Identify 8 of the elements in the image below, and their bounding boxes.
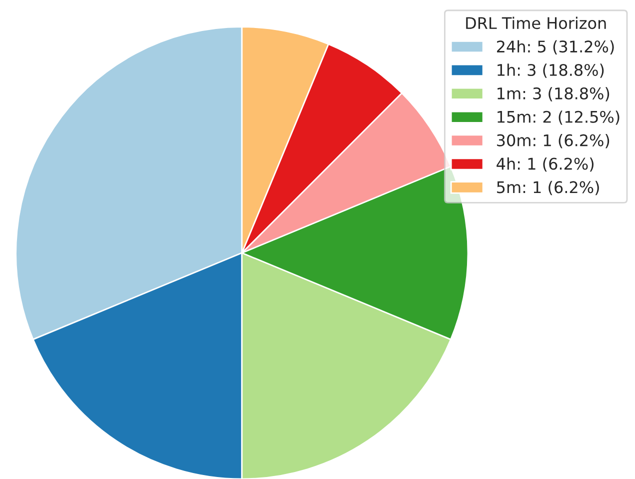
legend-label: 5m: 1 (6.2%) (497, 180, 599, 196)
legend-label: 4h: 1 (6.2%) (496, 157, 594, 172)
legend-label: 24h: 5 (31.2%) (497, 40, 614, 54)
legend-title: DRL Time Horizon (466, 16, 606, 30)
legend-label: 30m: 1 (6.2%) (497, 134, 610, 148)
legend-label: 1h: 3 (18.8%) (498, 64, 604, 78)
legend-label: 1m: 3 (18.8%) (498, 87, 610, 102)
legend-label: 15m: 2 (12.5%) (498, 110, 620, 125)
